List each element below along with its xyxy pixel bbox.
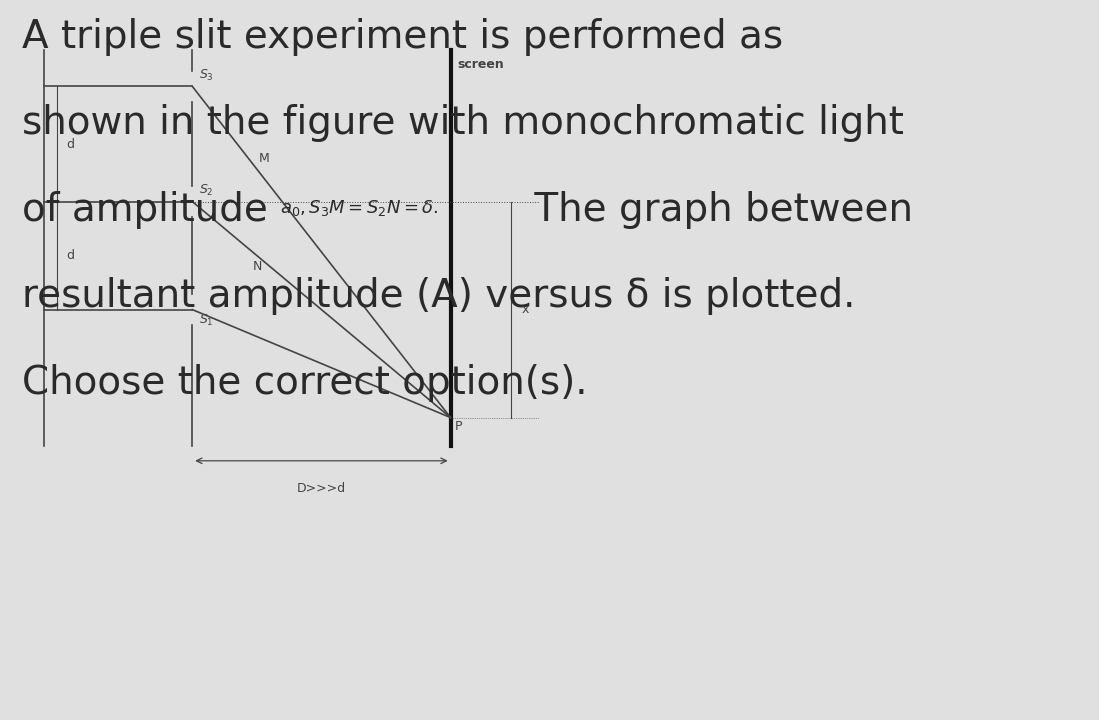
Text: D>>>d: D>>>d bbox=[297, 482, 346, 495]
Text: $a_0,S_3M=S_2N=\delta$.: $a_0,S_3M=S_2N=\delta$. bbox=[280, 198, 439, 218]
Text: resultant amplitude (A) versus δ is plotted.: resultant amplitude (A) versus δ is plot… bbox=[22, 277, 855, 315]
Text: The graph between: The graph between bbox=[522, 191, 913, 229]
Text: shown in the figure with monochromatic light: shown in the figure with monochromatic l… bbox=[22, 104, 903, 143]
Text: x: x bbox=[522, 303, 530, 316]
Text: $S_1$: $S_1$ bbox=[199, 313, 213, 328]
Text: A triple slit experiment is performed as: A triple slit experiment is performed as bbox=[22, 18, 784, 56]
Text: Choose the correct option(s).: Choose the correct option(s). bbox=[22, 364, 588, 402]
Text: of amplitude: of amplitude bbox=[22, 191, 268, 229]
Text: P: P bbox=[455, 420, 463, 433]
Text: M: M bbox=[258, 152, 269, 165]
Text: N: N bbox=[253, 260, 263, 273]
Text: d: d bbox=[66, 138, 74, 150]
Text: d: d bbox=[66, 249, 74, 262]
Text: $S_2$: $S_2$ bbox=[199, 183, 213, 198]
Text: screen: screen bbox=[457, 58, 504, 71]
Text: $S_3$: $S_3$ bbox=[199, 68, 213, 83]
